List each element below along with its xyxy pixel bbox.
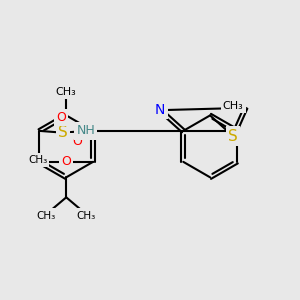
Text: CH₃: CH₃ <box>223 101 243 111</box>
Text: S: S <box>228 129 238 144</box>
Text: O: O <box>61 155 71 168</box>
Text: CH₃: CH₃ <box>56 87 76 97</box>
Text: S: S <box>58 125 68 140</box>
Text: O: O <box>72 135 82 148</box>
Text: N: N <box>155 103 166 117</box>
Text: CH₃: CH₃ <box>76 211 96 220</box>
Text: NH: NH <box>76 124 95 137</box>
Text: CH₃: CH₃ <box>28 155 47 165</box>
Text: CH₃: CH₃ <box>37 211 56 220</box>
Text: O: O <box>56 111 66 124</box>
